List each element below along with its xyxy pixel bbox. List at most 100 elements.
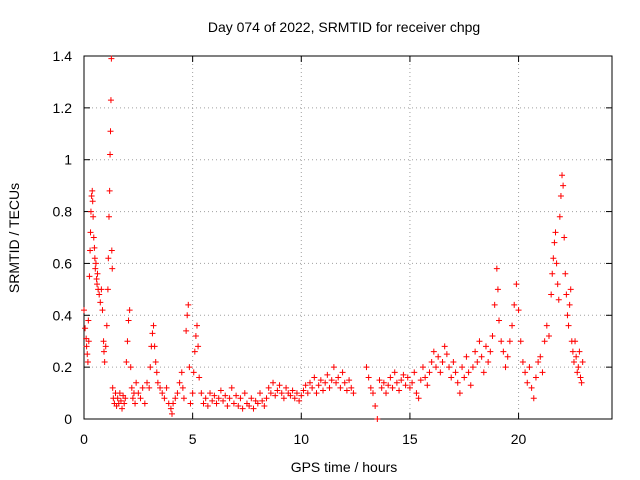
data-point [99, 307, 106, 314]
data-point [415, 395, 422, 402]
x-tick-label: 5 [189, 431, 197, 447]
data-point [387, 374, 394, 381]
data-point [413, 390, 420, 397]
data-point [183, 327, 190, 334]
data-point [565, 322, 572, 329]
data-point [259, 397, 266, 404]
data-point [363, 364, 370, 371]
x-tick-label: 20 [511, 431, 527, 447]
data-point [85, 338, 92, 345]
data-point [317, 377, 324, 384]
data-point [213, 400, 220, 407]
data-point [107, 128, 114, 135]
data-point [106, 187, 113, 194]
data-point [215, 395, 222, 402]
data-point [383, 390, 390, 397]
data-point [123, 358, 130, 365]
data-point [333, 379, 340, 386]
axis-ticks: 0 5 10 15 20 0 0.2 0.4 0.6 0.8 1 1.2 1.4 [53, 48, 612, 447]
data-point [391, 369, 398, 376]
data-point [84, 358, 91, 365]
data-point [456, 390, 463, 397]
data-point [86, 273, 93, 280]
data-point [348, 384, 355, 391]
data-point [474, 358, 481, 365]
data-point [322, 379, 329, 386]
x-tick-label: 0 [80, 431, 88, 447]
data-point [515, 307, 522, 314]
data-point [174, 390, 181, 397]
data-point [532, 374, 539, 381]
data-point [417, 377, 424, 384]
data-point [283, 384, 290, 391]
data-point [90, 213, 97, 220]
data-point [298, 392, 305, 399]
data-point [561, 234, 568, 241]
data-point [519, 358, 526, 365]
data-point [566, 301, 573, 308]
data-point [114, 395, 121, 402]
data-point [127, 364, 134, 371]
data-point [570, 358, 577, 365]
data-point [396, 387, 403, 394]
data-point [578, 379, 585, 386]
data-point [228, 384, 235, 391]
data-point [267, 390, 274, 397]
data-point [509, 322, 516, 329]
data-point [380, 379, 387, 386]
data-point [88, 193, 95, 200]
data-point [555, 296, 562, 303]
data-point [372, 403, 379, 410]
data-point [311, 374, 318, 381]
data-point [513, 281, 520, 288]
data-point [270, 379, 277, 386]
data-point [84, 351, 91, 358]
data-point [124, 338, 131, 345]
data-point [526, 364, 533, 371]
data-point [548, 291, 555, 298]
data-point [498, 338, 505, 345]
data-point [96, 291, 103, 298]
data-point [87, 229, 94, 236]
data-point [254, 400, 261, 407]
data-point [346, 377, 353, 384]
data-point [463, 353, 470, 360]
data-point [296, 397, 303, 404]
data-point [116, 390, 123, 397]
data-point [192, 333, 199, 340]
data-point [576, 348, 583, 355]
data-point [569, 348, 576, 355]
data-point [572, 338, 579, 345]
data-point [190, 369, 197, 376]
data-point [563, 291, 570, 298]
data-point [539, 369, 546, 376]
data-point [385, 382, 392, 389]
data-point [109, 384, 116, 391]
data-point [108, 247, 115, 254]
data-point [575, 364, 582, 371]
y-tick-label: 1.4 [53, 48, 73, 64]
data-point [343, 387, 350, 394]
data-point [209, 397, 216, 404]
data-point [530, 395, 537, 402]
data-point [320, 387, 327, 394]
x-tick-label: 15 [402, 431, 418, 447]
data-point [161, 395, 168, 402]
data-point [93, 275, 100, 282]
data-point [278, 390, 285, 397]
data-point [504, 353, 511, 360]
data-point [577, 374, 584, 381]
data-point [139, 384, 146, 391]
data-point [287, 392, 294, 399]
data-point [367, 384, 374, 391]
data-point [437, 369, 444, 376]
data-point [393, 379, 400, 386]
data-point [185, 301, 192, 308]
data-point [315, 382, 322, 389]
data-point [92, 265, 99, 272]
data-point [108, 55, 115, 62]
data-point [121, 400, 128, 407]
x-tick-label: 10 [293, 431, 309, 447]
data-point [141, 400, 148, 407]
data-point [291, 395, 298, 402]
